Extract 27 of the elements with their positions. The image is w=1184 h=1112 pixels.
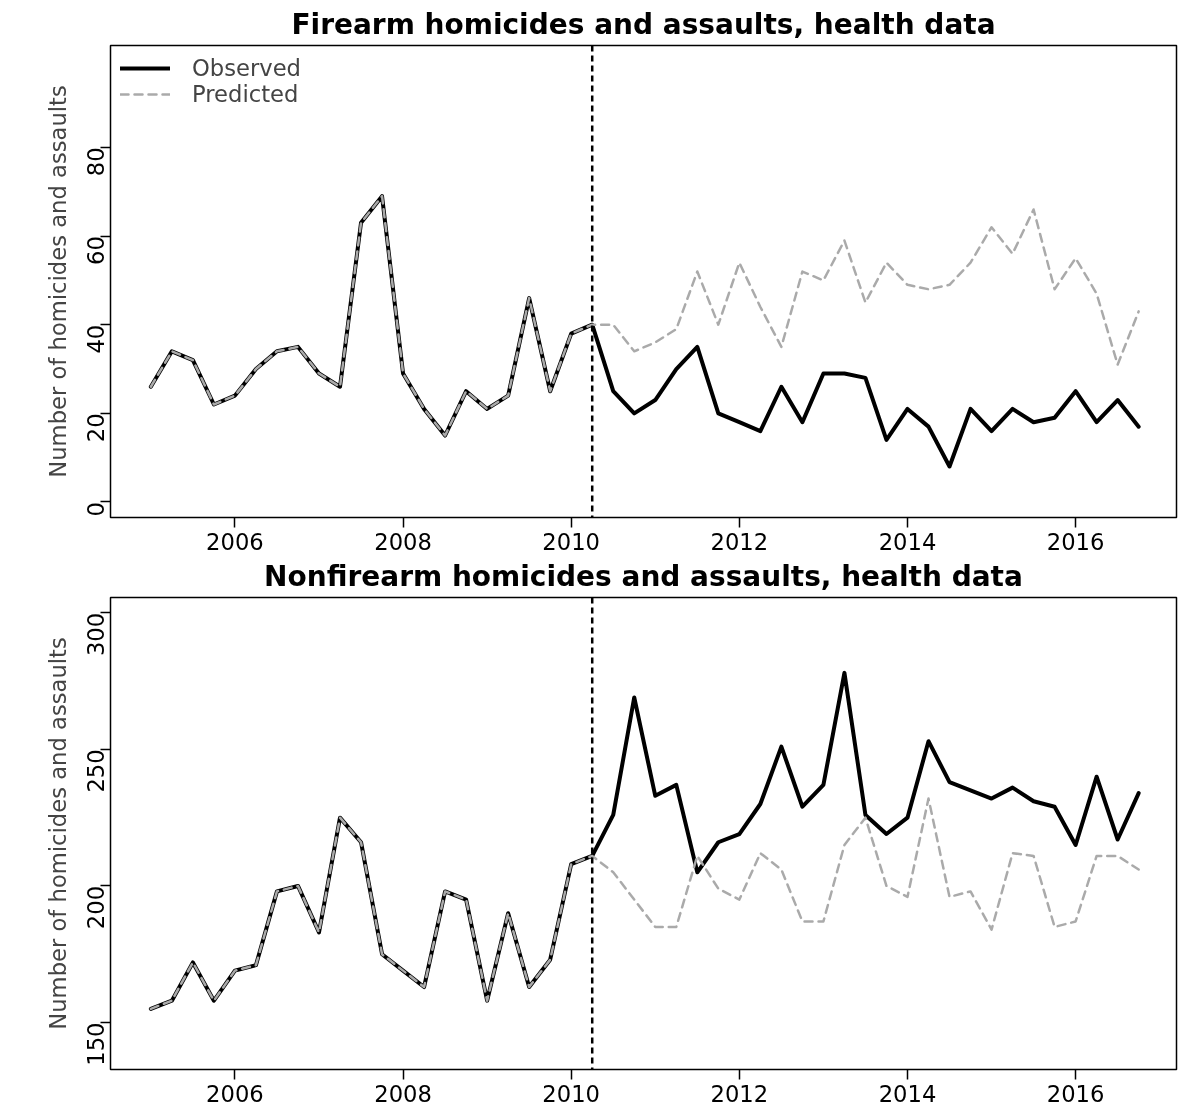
legend-label: Observed xyxy=(192,55,302,81)
x-tick-label: 2006 xyxy=(206,1080,264,1107)
y-tick-label: 300 xyxy=(83,612,109,657)
x-tick-label: 2012 xyxy=(710,1080,769,1107)
y-tick-label: 250 xyxy=(83,749,109,793)
chart-title: Nonfirearm homicides and assaults, health data xyxy=(264,559,1023,593)
y-axis-title: Number of homicides and assaults xyxy=(44,85,71,478)
x-tick-label: 2008 xyxy=(374,1080,432,1107)
y-tick-label: 60 xyxy=(83,236,109,265)
legend-label: Predicted xyxy=(192,81,299,107)
x-tick-label: 2010 xyxy=(542,1080,601,1107)
x-tick-label: 2010 xyxy=(542,528,601,555)
chart-title: Firearm homicides and assaults, health data xyxy=(291,7,996,41)
y-tick-label: 20 xyxy=(83,413,109,443)
x-tick-label: 2014 xyxy=(878,528,937,555)
y-tick-label: 200 xyxy=(83,885,109,930)
x-tick-label: 2016 xyxy=(1046,1080,1105,1107)
y-axis-title: Number of homicides and assaults xyxy=(44,637,71,1030)
y-tick-label: 150 xyxy=(83,1022,109,1066)
x-tick-label: 2014 xyxy=(878,1080,937,1107)
x-tick-label: 2012 xyxy=(710,528,769,555)
y-tick-label: 0 xyxy=(83,501,109,517)
x-tick-label: 2016 xyxy=(1046,528,1105,555)
x-tick-label: 2008 xyxy=(374,528,432,555)
y-tick-label: 80 xyxy=(83,147,109,177)
y-tick-label: 40 xyxy=(83,324,109,354)
x-tick-label: 2006 xyxy=(206,528,264,555)
